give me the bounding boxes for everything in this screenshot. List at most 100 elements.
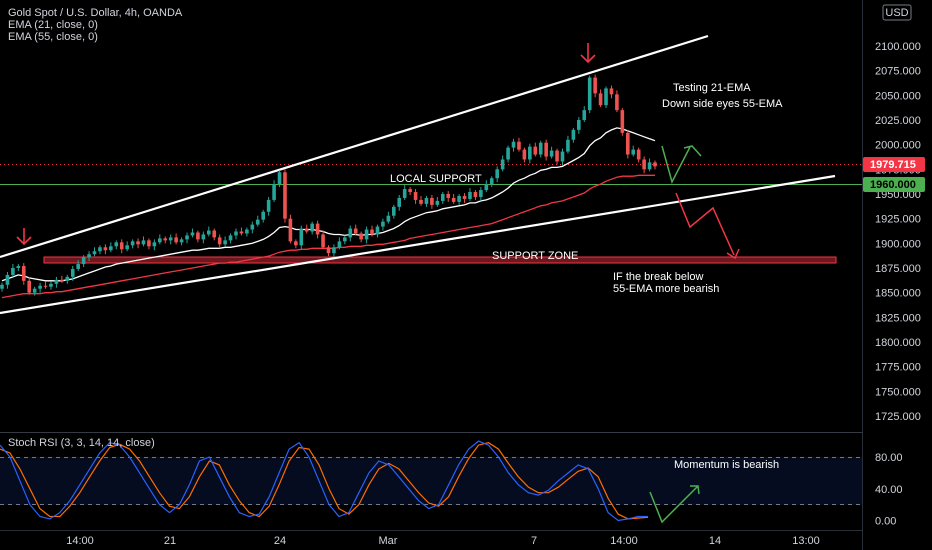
green-check-arrow[interactable]	[649, 485, 700, 524]
ema-21-line[interactable]	[1, 127, 656, 282]
candle-body[interactable]	[549, 150, 554, 157]
candle-body[interactable]	[326, 247, 331, 254]
candle-body[interactable]	[196, 232, 200, 240]
candle-body[interactable]	[130, 241, 135, 246]
candle-body[interactable]	[239, 231, 244, 234]
stoch-rsi-pane[interactable]: Stoch RSI (3, 3, 14, 14, close) Momentum…	[0, 437, 862, 524]
candle-body[interactable]	[49, 283, 53, 287]
time-axis[interactable]: 14:00 21 24 Mar 7 14:00 14 13:00	[66, 535, 820, 547]
candle-body[interactable]	[506, 147, 510, 160]
candles[interactable]	[0, 74, 657, 296]
candle-body[interactable]	[402, 189, 407, 198]
candle-body[interactable]	[353, 228, 358, 234]
candle-body[interactable]	[152, 242, 157, 247]
candle-body[interactable]	[299, 228, 304, 246]
candle-body[interactable]	[168, 237, 173, 241]
candle-body[interactable]	[255, 219, 260, 225]
candle-body[interactable]	[98, 247, 102, 252]
candle-body[interactable]	[642, 159, 646, 170]
candle-body[interactable]	[473, 192, 478, 197]
candle-body[interactable]	[587, 77, 592, 111]
candle-body[interactable]	[359, 233, 363, 240]
candle-body[interactable]	[283, 172, 287, 219]
candle-body[interactable]	[261, 211, 265, 220]
candle-body[interactable]	[38, 285, 42, 289]
candle-body[interactable]	[636, 149, 641, 160]
candle-body[interactable]	[141, 240, 146, 245]
candle-body[interactable]	[125, 245, 129, 250]
candle-body[interactable]	[136, 241, 140, 245]
candle-body[interactable]	[114, 242, 119, 247]
candle-body[interactable]	[206, 230, 211, 235]
candle-body[interactable]	[277, 172, 282, 185]
candle-body[interactable]	[582, 110, 587, 120]
candle-body[interactable]	[370, 229, 374, 235]
candle-body[interactable]	[424, 197, 429, 204]
candle-body[interactable]	[392, 206, 396, 216]
candle-body[interactable]	[528, 146, 532, 160]
candle-body[interactable]	[451, 197, 456, 202]
candle-body[interactable]	[5, 274, 10, 285]
stoch-axis[interactable]: 80.00 40.00 0.00	[875, 452, 903, 528]
green-up-arrow[interactable]	[661, 145, 702, 185]
candle-body[interactable]	[653, 162, 657, 167]
candle-body[interactable]	[158, 238, 162, 243]
candle-body[interactable]	[272, 184, 276, 200]
candle-body[interactable]	[577, 120, 581, 130]
candle-body[interactable]	[495, 169, 499, 179]
candle-body[interactable]	[484, 184, 489, 191]
candle-body[interactable]	[174, 237, 178, 243]
candle-body[interactable]	[560, 151, 565, 162]
candle-body[interactable]	[571, 129, 576, 140]
candle-body[interactable]	[489, 178, 494, 185]
support-zone-box[interactable]	[43, 256, 837, 264]
upper-trend-line[interactable]	[0, 34, 709, 259]
candle-body[interactable]	[446, 194, 451, 198]
candle-body[interactable]	[413, 192, 418, 200]
candle-body[interactable]	[65, 276, 70, 281]
candle-body[interactable]	[223, 240, 227, 245]
candle-body[interactable]	[343, 237, 347, 242]
candle-body[interactable]	[234, 231, 238, 236]
candle-body[interactable]	[109, 246, 113, 251]
candle-body[interactable]	[522, 149, 527, 160]
candle-body[interactable]	[375, 226, 380, 235]
candle-body[interactable]	[511, 141, 516, 148]
candle-body[interactable]	[179, 239, 184, 243]
ema-55-line[interactable]	[1, 174, 655, 299]
candle-body[interactable]	[386, 215, 391, 222]
candle-body[interactable]	[87, 254, 91, 258]
local-support-badge[interactable]: 1960.000	[863, 177, 925, 192]
candle-body[interactable]	[419, 199, 423, 204]
candle-body[interactable]	[620, 110, 625, 133]
stoch-k-line[interactable]	[0, 440, 648, 522]
candle-body[interactable]	[566, 139, 570, 152]
candle-body[interactable]	[190, 232, 195, 236]
candle-body[interactable]	[81, 257, 86, 265]
candle-body[interactable]	[92, 251, 97, 255]
candle-body[interactable]	[625, 132, 630, 155]
red-down-marker-left[interactable]	[16, 228, 32, 246]
candle-body[interactable]	[533, 146, 538, 155]
candle-body[interactable]	[500, 159, 505, 170]
candle-body[interactable]	[250, 224, 255, 230]
candle-body[interactable]	[517, 141, 521, 150]
candle-body[interactable]	[604, 88, 608, 106]
price-axis[interactable]: 2100.000 2075.000 2050.000 2025.000 2000.000…	[875, 41, 921, 423]
candle-body[interactable]	[462, 195, 467, 199]
candle-body[interactable]	[147, 240, 151, 247]
candle-body[interactable]	[294, 241, 298, 246]
candle-body[interactable]	[468, 192, 472, 199]
candle-body[interactable]	[593, 77, 597, 94]
candle-body[interactable]	[217, 237, 222, 245]
lower-trend-line[interactable]	[0, 174, 836, 315]
candle-body[interactable]	[70, 268, 75, 277]
last-price-badge[interactable]: 1979.715	[863, 157, 925, 172]
candle-body[interactable]	[76, 264, 80, 269]
candle-body[interactable]	[609, 88, 614, 95]
candle-body[interactable]	[304, 228, 309, 232]
candle-body[interactable]	[381, 221, 385, 227]
candle-body[interactable]	[364, 229, 369, 240]
candle-body[interactable]	[266, 199, 271, 212]
